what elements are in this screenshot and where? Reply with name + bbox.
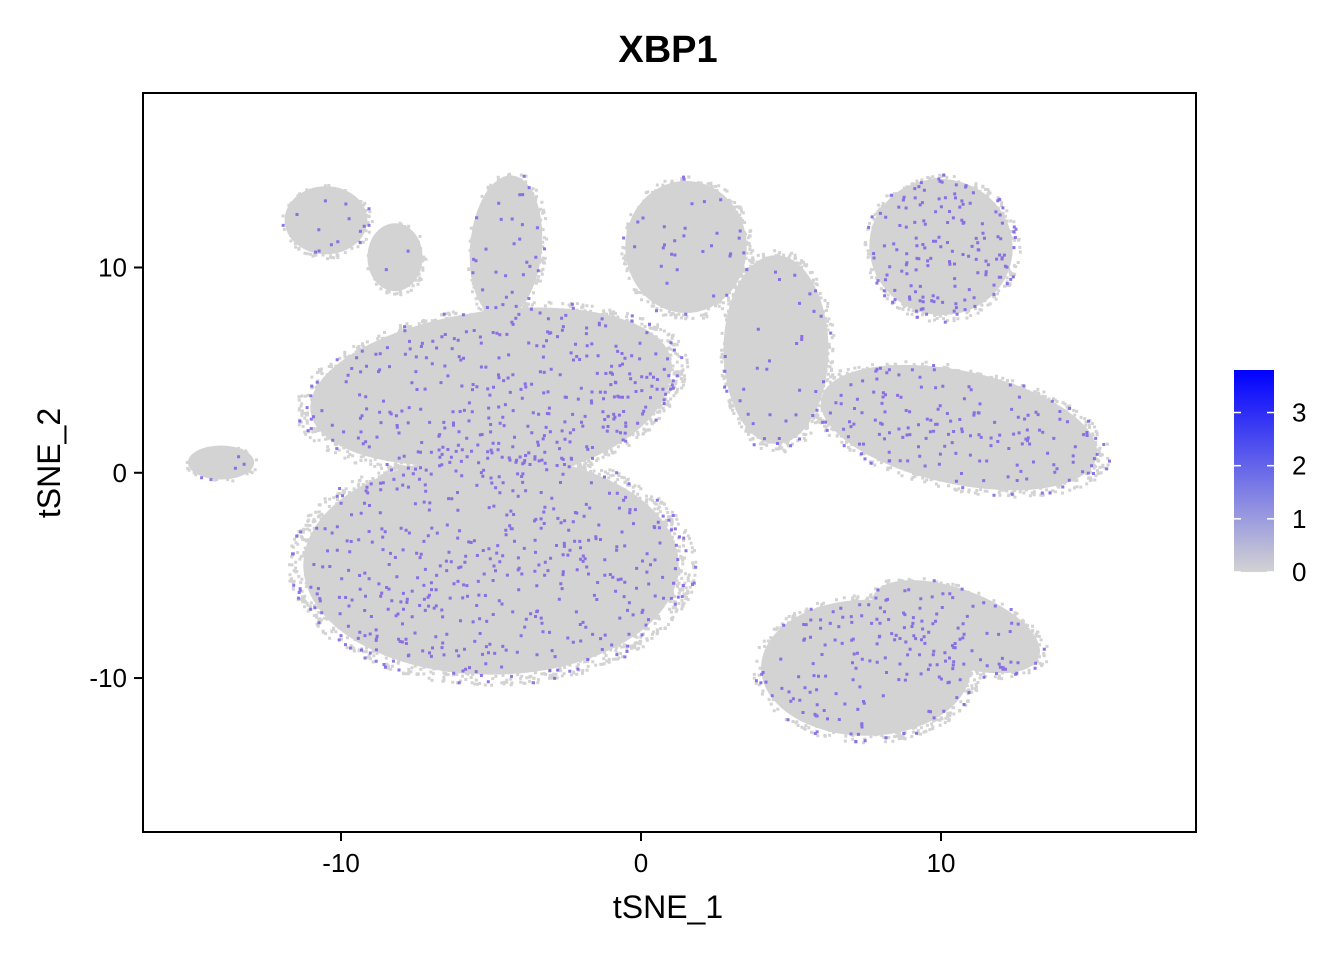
y-axis-title: tSNE_2 <box>31 408 67 518</box>
points-low-expression <box>185 172 1110 745</box>
x-tick-label: 0 <box>634 848 648 878</box>
colorbar-tick-label: 3 <box>1292 398 1306 428</box>
colorbar-tick-label: 0 <box>1292 557 1306 587</box>
colorbar-tick-label: 1 <box>1292 504 1306 534</box>
y-axis: -10 0 10 <box>89 93 144 832</box>
y-tick-label: 0 <box>113 458 127 488</box>
y-tick-label: -10 <box>89 663 127 693</box>
x-tick-label: 10 <box>927 848 956 878</box>
cluster-density <box>820 364 1098 491</box>
x-tick-label: -10 <box>322 848 360 878</box>
colorbar-tick-label: 2 <box>1292 451 1306 481</box>
x-axis-title: tSNE_1 <box>613 889 723 925</box>
y-tick-label: 10 <box>98 252 127 282</box>
colorbar-gradient-bar <box>1234 370 1274 572</box>
chart-title: XBP1 <box>618 29 717 71</box>
legend-colorbar: 0 1 2 3 <box>1234 370 1306 587</box>
x-axis: -10 0 10 <box>143 831 1196 878</box>
scatter-points <box>185 172 1112 745</box>
